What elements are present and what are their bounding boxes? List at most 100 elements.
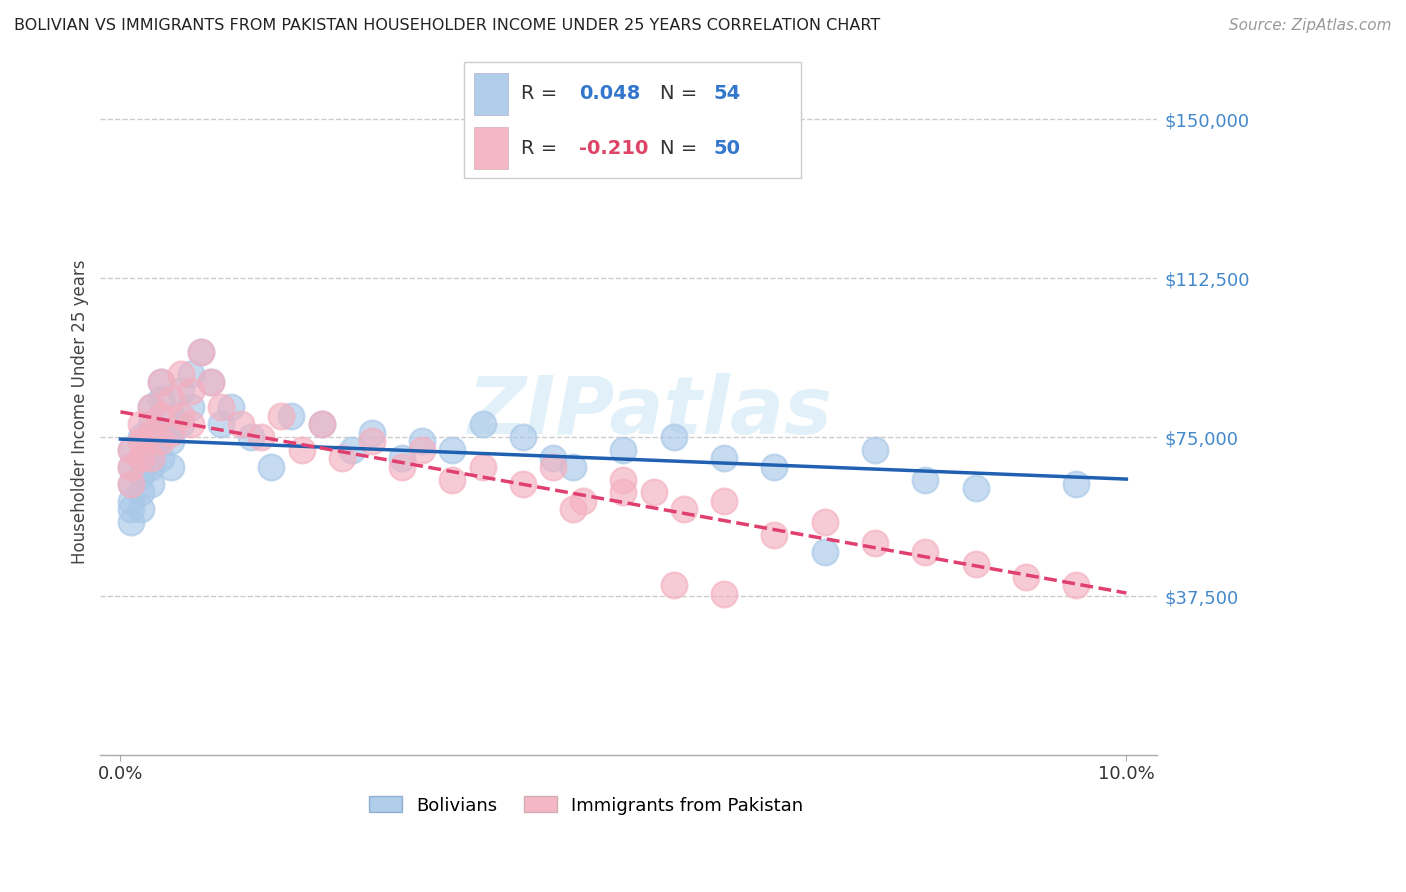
Point — [270, 409, 292, 423]
Point — [441, 442, 464, 457]
Point — [120, 476, 142, 491]
Point — [180, 384, 202, 398]
Point — [180, 417, 202, 432]
Text: 50: 50 — [714, 139, 741, 158]
Point — [120, 515, 142, 529]
Point — [139, 451, 162, 466]
Point — [120, 459, 142, 474]
Point — [190, 345, 212, 359]
Text: BOLIVIAN VS IMMIGRANTS FROM PAKISTAN HOUSEHOLDER INCOME UNDER 25 YEARS CORRELATI: BOLIVIAN VS IMMIGRANTS FROM PAKISTAN HOU… — [14, 18, 880, 33]
Point — [391, 451, 413, 466]
Point — [180, 401, 202, 415]
Point — [280, 409, 302, 423]
Point — [863, 442, 886, 457]
Point — [965, 481, 987, 495]
Point — [441, 473, 464, 487]
Point — [541, 451, 564, 466]
Point — [643, 485, 665, 500]
Point — [149, 392, 172, 406]
Point — [120, 476, 142, 491]
Point — [612, 473, 634, 487]
Point — [139, 476, 162, 491]
Point — [139, 425, 162, 440]
FancyBboxPatch shape — [474, 128, 508, 169]
Point — [914, 544, 936, 558]
Point — [361, 434, 384, 449]
Text: Source: ZipAtlas.com: Source: ZipAtlas.com — [1229, 18, 1392, 33]
Text: 54: 54 — [714, 84, 741, 103]
Legend: Bolivians, Immigrants from Pakistan: Bolivians, Immigrants from Pakistan — [370, 797, 803, 814]
Point — [170, 409, 193, 423]
Point — [260, 459, 283, 474]
Point — [149, 425, 172, 440]
Point — [120, 493, 142, 508]
Point — [512, 476, 534, 491]
Point — [209, 401, 232, 415]
Point — [813, 515, 835, 529]
Point — [471, 417, 494, 432]
Text: R =: R = — [522, 139, 564, 158]
Point — [763, 527, 786, 541]
Point — [250, 430, 273, 444]
Point — [1064, 578, 1087, 592]
Point — [863, 536, 886, 550]
Point — [129, 451, 152, 466]
Point — [149, 409, 172, 423]
Point — [180, 367, 202, 381]
Point — [200, 375, 222, 389]
Point — [662, 578, 685, 592]
Point — [231, 417, 253, 432]
Point — [129, 468, 152, 483]
Text: ZIPatlas: ZIPatlas — [467, 373, 832, 450]
Point — [965, 558, 987, 572]
Point — [159, 459, 181, 474]
Point — [713, 451, 735, 466]
Point — [209, 417, 232, 432]
Text: 0.048: 0.048 — [579, 84, 640, 103]
Point — [813, 544, 835, 558]
Point — [572, 493, 595, 508]
Point — [512, 430, 534, 444]
Point — [120, 459, 142, 474]
Text: N =: N = — [659, 139, 703, 158]
FancyBboxPatch shape — [474, 73, 508, 114]
Text: N =: N = — [659, 84, 703, 103]
Point — [159, 425, 181, 440]
Point — [340, 442, 363, 457]
Point — [662, 430, 685, 444]
Point — [159, 409, 181, 423]
Point — [139, 459, 162, 474]
Point — [170, 384, 193, 398]
Point — [129, 485, 152, 500]
Point — [713, 493, 735, 508]
Point — [149, 375, 172, 389]
Point — [200, 375, 222, 389]
Point — [311, 417, 333, 432]
Point — [129, 434, 152, 449]
Point — [129, 430, 152, 444]
Point — [311, 417, 333, 432]
Point — [139, 417, 162, 432]
Text: R =: R = — [522, 84, 564, 103]
Point — [120, 502, 142, 516]
Point — [914, 473, 936, 487]
Point — [129, 451, 152, 466]
Point — [562, 459, 585, 474]
Point — [170, 417, 193, 432]
Point — [562, 502, 585, 516]
Point — [159, 392, 181, 406]
Point — [149, 451, 172, 466]
Point — [471, 459, 494, 474]
Point — [129, 502, 152, 516]
Point — [149, 434, 172, 449]
Point — [391, 459, 413, 474]
Point — [139, 401, 162, 415]
Point — [219, 401, 242, 415]
FancyBboxPatch shape — [464, 62, 801, 178]
Point — [159, 434, 181, 449]
Point — [120, 442, 142, 457]
Y-axis label: Householder Income Under 25 years: Householder Income Under 25 years — [72, 260, 89, 564]
Point — [190, 345, 212, 359]
Point — [672, 502, 695, 516]
Point — [149, 375, 172, 389]
